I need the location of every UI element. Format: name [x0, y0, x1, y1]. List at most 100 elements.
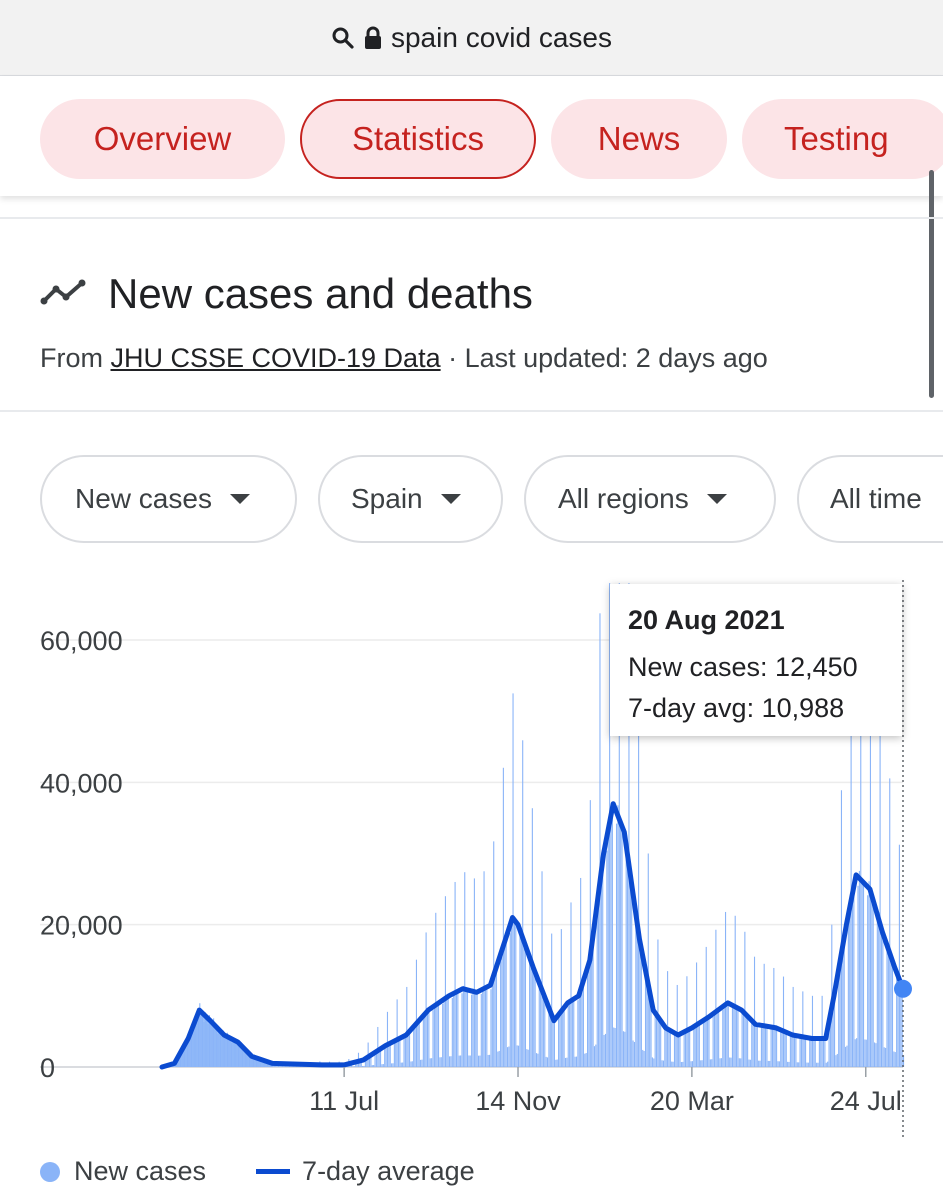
new-cases-bar: [734, 915, 736, 1067]
new-cases-bar: [676, 984, 678, 1067]
new-cases-bar: [850, 657, 852, 1067]
chart-legend: New cases 7-day average: [40, 1156, 475, 1187]
lock-icon: [363, 26, 383, 50]
new-cases-bar: [353, 1066, 355, 1067]
new-cases-bar: [770, 1028, 772, 1067]
new-cases-bar: [393, 1042, 395, 1067]
new-cases-bar: [494, 971, 496, 1067]
new-cases-bar: [451, 998, 453, 1067]
new-cases-bar: [690, 1061, 692, 1067]
new-cases-bar: [765, 1025, 767, 1067]
new-cases-bar: [537, 1053, 539, 1067]
new-cases-bar: [432, 1010, 434, 1067]
new-cases-bar: [653, 1058, 655, 1067]
region-dropdown[interactable]: All regions: [524, 455, 776, 543]
new-cases-bar: [697, 1024, 699, 1068]
legend-avg: 7-day average: [302, 1156, 475, 1186]
new-cases-bar: [506, 1047, 509, 1067]
new-cases-bar: [638, 722, 640, 1067]
tab-overview[interactable]: Overview: [40, 99, 285, 179]
new-cases-bar: [712, 1016, 714, 1067]
new-cases-bar: [592, 939, 594, 1067]
scrollbar[interactable]: [929, 170, 934, 398]
new-cases-bar: [498, 1050, 500, 1067]
new-cases-bar: [708, 1017, 710, 1067]
new-cases-bar: [640, 946, 642, 1067]
new-cases-bar: [524, 944, 527, 1067]
metric-dropdown[interactable]: New cases: [40, 455, 297, 543]
source-link[interactable]: JHU CSSE COVID-19 Data: [110, 343, 441, 373]
new-cases-bar: [778, 1061, 780, 1067]
new-cases-bar: [484, 987, 486, 1067]
new-cases-bar: [803, 1036, 805, 1067]
new-cases-bar: [443, 997, 445, 1067]
new-cases-bar: [834, 996, 836, 1067]
new-cases-bar: [407, 1033, 409, 1067]
new-cases-bar: [389, 1043, 391, 1067]
new-cases-bar: [598, 890, 600, 1067]
new-cases-legend-dot: [40, 1161, 60, 1182]
new-cases-bar: [621, 826, 623, 1067]
tab-news[interactable]: News: [551, 99, 727, 179]
new-cases-bar: [582, 983, 584, 1067]
new-cases-bar: [585, 1052, 587, 1067]
new-cases-bar: [726, 1003, 728, 1067]
new-cases-bar: [644, 972, 647, 1067]
tab-testing[interactable]: Testing: [742, 99, 943, 179]
tab-statistics[interactable]: Statistics: [300, 99, 536, 179]
new-cases-bar: [453, 991, 455, 1067]
time-dropdown[interactable]: All time: [797, 455, 943, 543]
y-tick-label: 20,000: [40, 911, 123, 941]
new-cases-bar: [776, 1028, 778, 1067]
new-cases-bar: [789, 1035, 791, 1067]
new-cases-bar: [758, 1060, 760, 1067]
new-cases-bar: [835, 1055, 837, 1067]
new-cases-bar: [473, 878, 475, 1067]
new-cases-bar: [678, 1034, 680, 1067]
new-cases-bar: [654, 1014, 656, 1067]
new-cases-bar: [447, 997, 449, 1067]
new-cases-bar: [563, 1008, 565, 1067]
new-cases-bar: [454, 881, 456, 1067]
new-cases-bar: [362, 1065, 364, 1067]
new-cases-bar: [497, 1051, 499, 1067]
new-cases-bar: [519, 935, 521, 1067]
new-cases-bar: [632, 1040, 634, 1067]
new-cases-bar: [869, 622, 871, 1067]
address-bar[interactable]: spain covid cases: [0, 0, 943, 76]
new-cases-bar: [705, 946, 707, 1067]
new-cases-bar: [446, 997, 448, 1067]
new-cases-bar: [385, 1044, 387, 1067]
new-cases-bar: [733, 1003, 735, 1067]
new-cases-bar: [462, 985, 464, 1067]
new-cases-bar: [839, 960, 841, 1067]
new-cases-bar: [818, 1039, 820, 1067]
new-cases-bar: [671, 1061, 673, 1067]
new-cases-bar: [429, 1058, 431, 1067]
new-cases-bar: [672, 1061, 674, 1067]
new-cases-bar: [559, 1011, 561, 1067]
new-cases-bar: [680, 1061, 682, 1067]
new-cases-bar: [785, 1032, 787, 1067]
new-cases-bar: [414, 1024, 416, 1067]
new-cases-bar: [827, 1061, 829, 1067]
new-cases-bar: [540, 982, 542, 1067]
new-cases-bar: [722, 1010, 724, 1067]
new-cases-bar: [689, 1029, 691, 1067]
location-dropdown[interactable]: Spain: [318, 455, 503, 543]
new-cases-bar: [628, 583, 630, 1067]
new-cases-bar: [437, 1003, 440, 1067]
new-cases-bar: [809, 1039, 811, 1067]
caret-down-icon: [229, 494, 250, 504]
new-cases-bar: [878, 912, 880, 1067]
new-cases-bar: [476, 992, 478, 1067]
new-cases-bar: [656, 1012, 658, 1067]
new-cases-bar: [580, 877, 582, 1067]
new-cases-bar: [693, 1028, 695, 1067]
new-cases-bar: [411, 1061, 413, 1067]
new-cases-bar: [567, 1006, 569, 1067]
new-cases-bar: [665, 1026, 667, 1067]
new-cases-bar: [807, 1062, 809, 1067]
tooltip-date: 20 Aug 2021: [628, 605, 785, 635]
new-cases-bar: [731, 1008, 733, 1067]
